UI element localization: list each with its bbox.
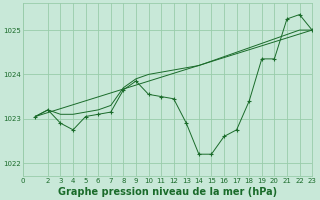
X-axis label: Graphe pression niveau de la mer (hPa): Graphe pression niveau de la mer (hPa): [58, 187, 277, 197]
